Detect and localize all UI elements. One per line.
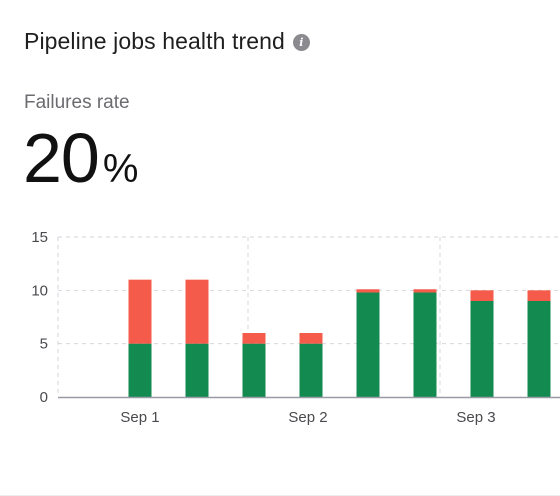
y-tick-label: 15 bbox=[31, 229, 48, 246]
x-tick-label: Sep 1 bbox=[120, 409, 159, 426]
metric-label: Failures rate bbox=[24, 92, 130, 113]
x-tick-label: Sep 2 bbox=[288, 409, 327, 426]
bar-segment-failure bbox=[242, 333, 266, 344]
bar-segment-failure bbox=[413, 289, 437, 293]
bar-segment-success bbox=[128, 343, 152, 397]
y-tick-label: 0 bbox=[40, 389, 48, 406]
bar-segment-failure bbox=[185, 279, 209, 344]
y-tick-label: 5 bbox=[40, 336, 48, 353]
metric-value: 20 % bbox=[23, 118, 138, 198]
bar-segment-success bbox=[413, 292, 437, 397]
bar-segment-failure bbox=[128, 279, 152, 344]
bar-segment-failure bbox=[527, 290, 551, 301]
metric-unit: % bbox=[102, 147, 139, 191]
bar-segment-success bbox=[185, 343, 209, 397]
info-icon[interactable]: i bbox=[292, 34, 310, 51]
bar-segment-success bbox=[356, 292, 380, 397]
bar-segment-failure bbox=[356, 289, 380, 293]
metric-number: 20 bbox=[23, 119, 100, 197]
bar-segment-success bbox=[470, 301, 494, 397]
bar-segment-failure bbox=[299, 333, 323, 344]
bar-segment-failure bbox=[470, 290, 494, 301]
chart-title: Pipeline jobs health trend bbox=[24, 28, 285, 54]
y-tick-label: 10 bbox=[31, 282, 48, 299]
title-row: Pipeline jobs health trend i bbox=[24, 28, 310, 55]
bar-segment-success bbox=[527, 301, 551, 397]
bar-segment-success bbox=[242, 343, 266, 397]
bar-segment-success bbox=[299, 343, 323, 397]
x-tick-label: Sep 3 bbox=[456, 409, 495, 426]
stacked-bar-chart: 0 5 10 15 Sep 1 Sep 2 Sep 3 bbox=[31, 229, 560, 426]
